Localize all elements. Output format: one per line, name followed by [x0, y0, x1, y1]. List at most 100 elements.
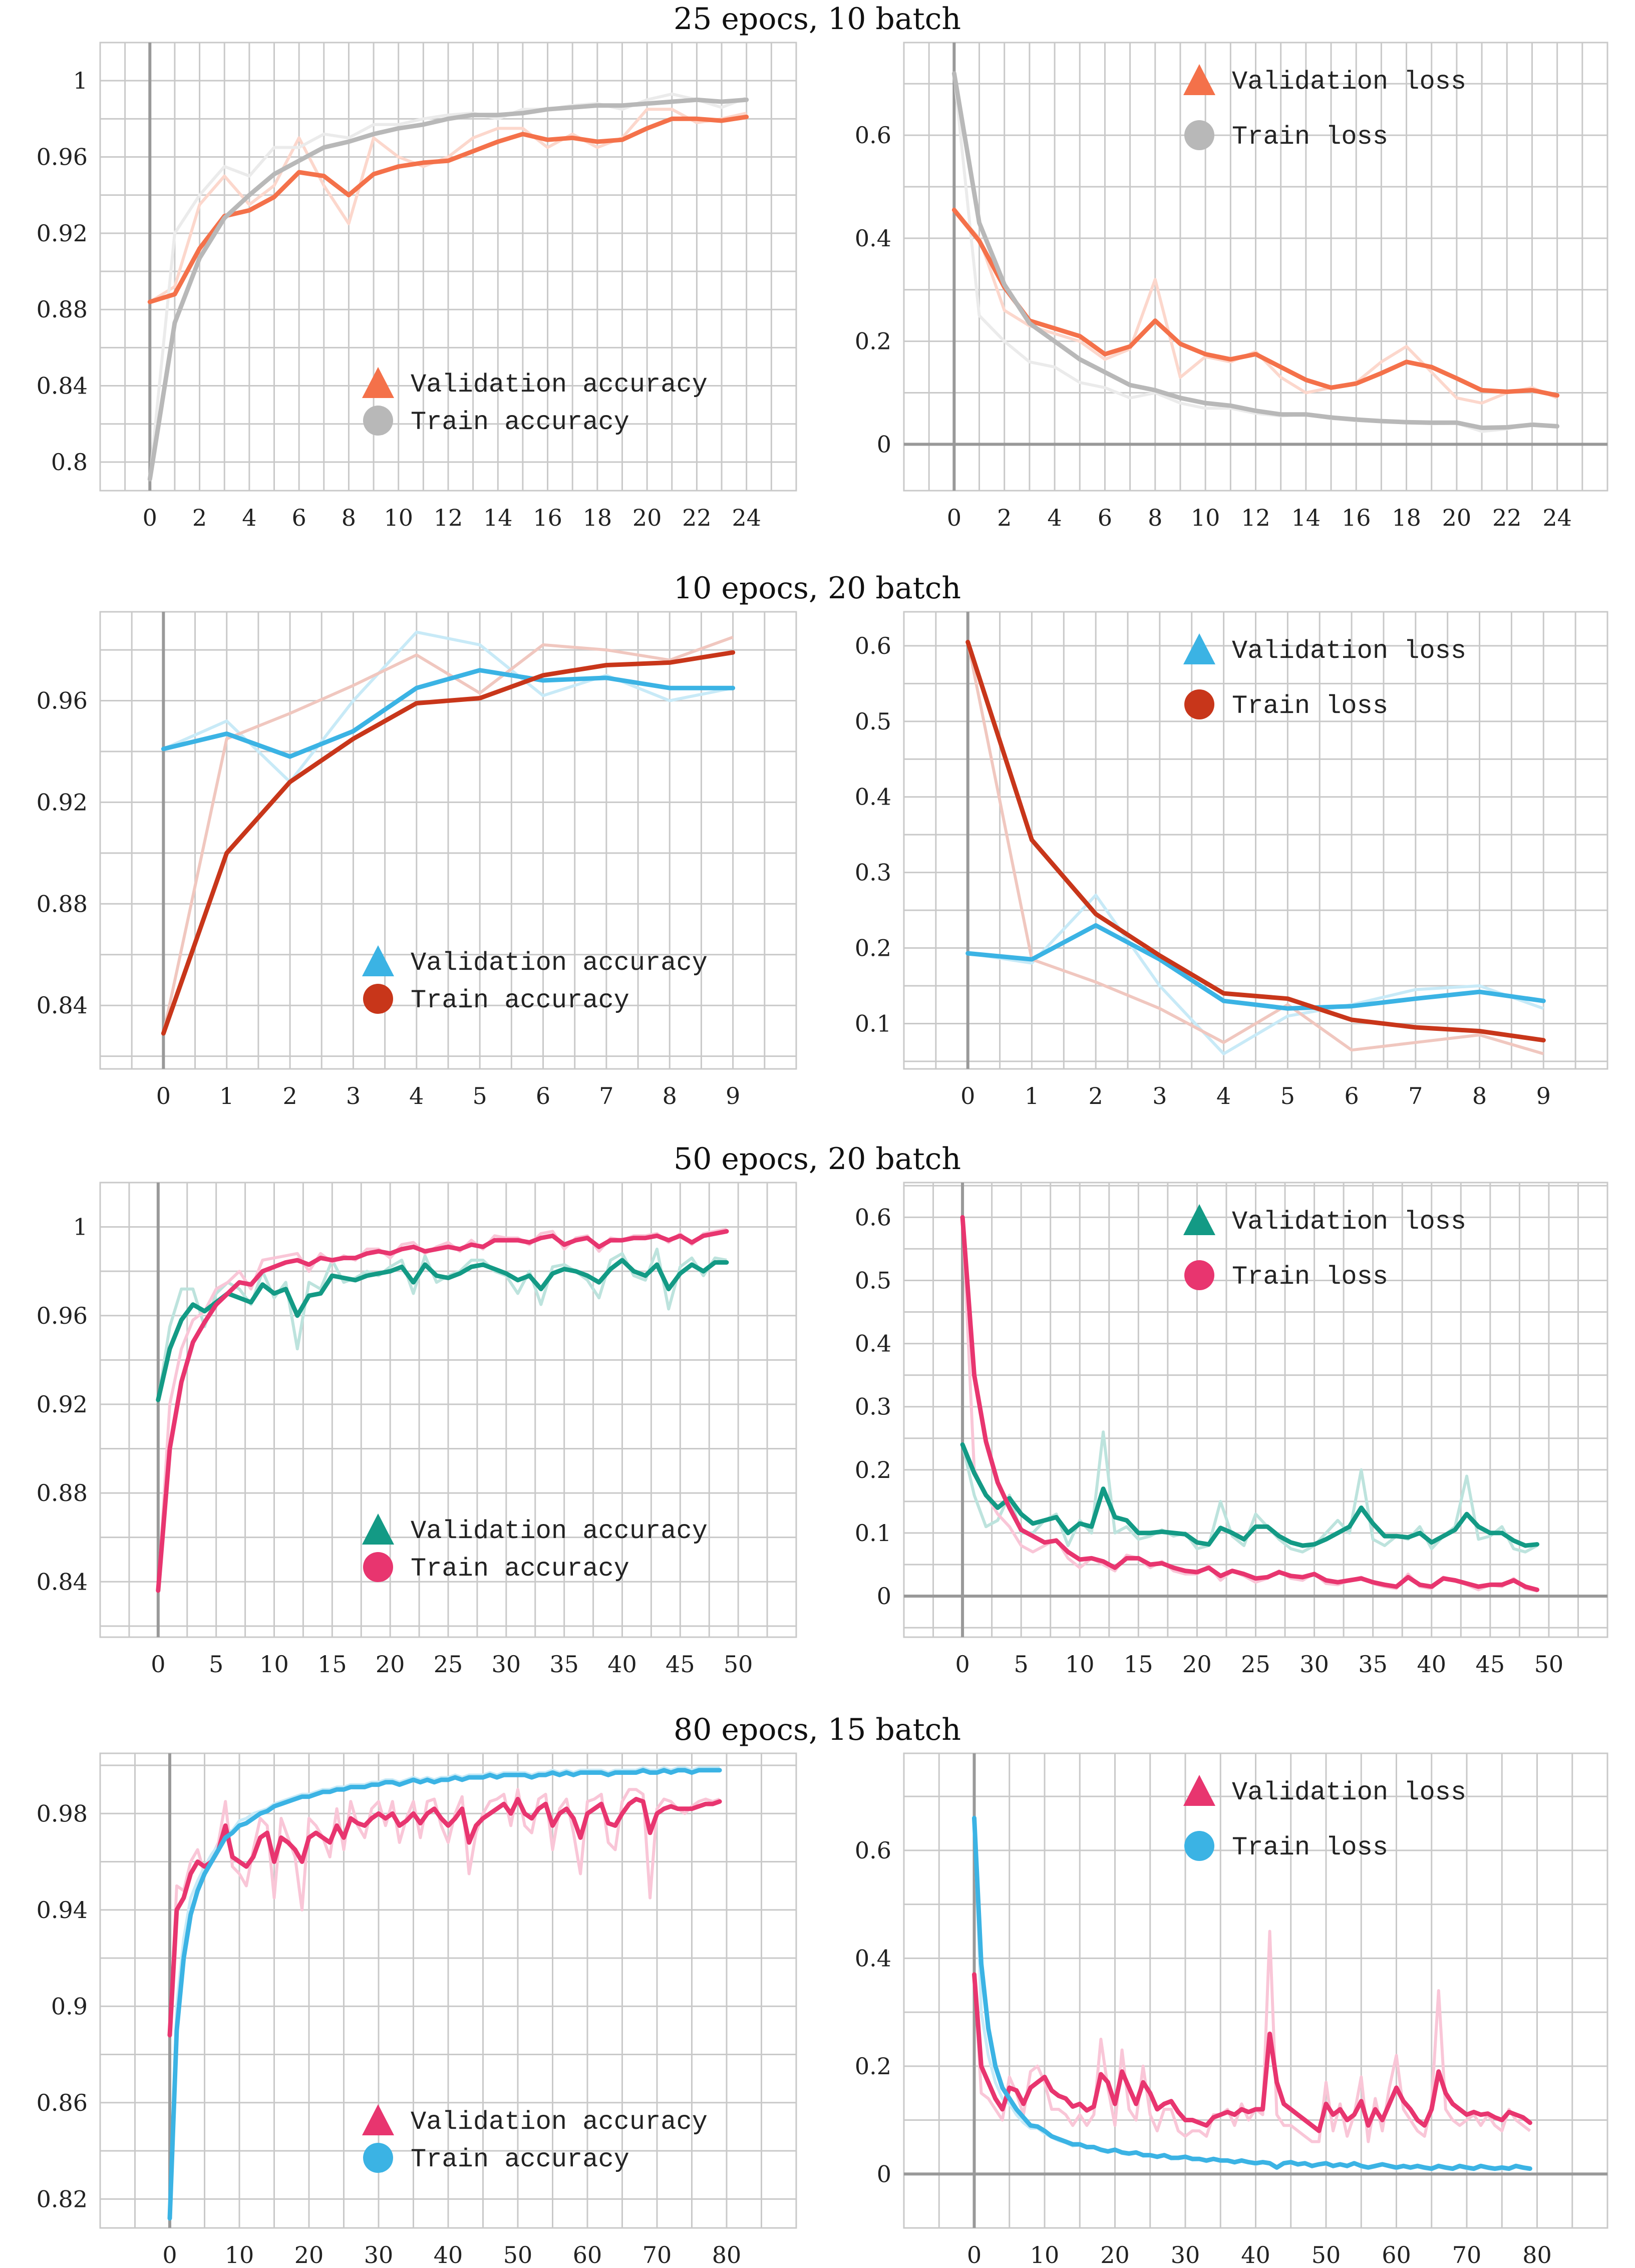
- x-tick-label: 3: [1152, 1082, 1167, 1109]
- x-tick-label: 20: [376, 1651, 405, 1678]
- x-tick-label: 30: [492, 1651, 521, 1678]
- x-tick-label: 0: [955, 1651, 969, 1678]
- chart-7: 0 10 20 30 40 50 60 70 80 0.82 0.86 0.9 0.94 0.98 Vali…: [37, 1752, 797, 2268]
- legend-marker-circle: [363, 406, 393, 436]
- x-tick-label: 50: [724, 1651, 753, 1678]
- series-line: [167, 1768, 722, 2221]
- y-tick-label: 0.84: [37, 992, 88, 1019]
- series-raw-line: [966, 641, 1544, 1055]
- x-tick-label: 50: [503, 2241, 533, 2268]
- x-tick-label: 30: [1171, 2241, 1200, 2268]
- y-tick-label: 0.4: [855, 784, 891, 811]
- series-raw-line: [168, 1788, 721, 2036]
- legend-label: Train loss: [1232, 1833, 1388, 1862]
- legend-label: Train loss: [1232, 122, 1388, 152]
- x-tick-label: 2: [192, 504, 207, 531]
- x-tick-label: 80: [712, 2241, 742, 2268]
- y-tick-label: 0.92: [37, 789, 88, 816]
- series-line: [161, 650, 736, 1036]
- chart-5: 0 5 10 15 20 25 30 35 40 45 50 0.84 0.88 0.92 0.96 1 Val…: [37, 1182, 797, 1678]
- series-line: [972, 1972, 1532, 2133]
- legend-marker-circle: [1184, 1831, 1214, 1861]
- legend-label: Validation loss: [1232, 1778, 1466, 1807]
- x-tick-label: 60: [573, 2241, 602, 2268]
- x-tick-label: 22: [682, 504, 712, 531]
- y-tick-label: 0.5: [855, 708, 891, 735]
- y-tick-label: 0.3: [855, 859, 891, 886]
- series-line: [965, 923, 1546, 1011]
- series-line: [951, 71, 1560, 430]
- x-tick-label: 4: [409, 1082, 424, 1109]
- x-tick-label: 20: [632, 504, 662, 531]
- series-raw-line: [162, 635, 734, 1034]
- x-tick-label: 25: [1241, 1651, 1270, 1678]
- series-line: [147, 115, 749, 304]
- x-tick-label: 70: [642, 2241, 672, 2268]
- x-tick-label: 40: [1241, 2241, 1270, 2268]
- series-raw-line: [148, 92, 747, 480]
- y-tick-label: 0.96: [37, 1302, 88, 1329]
- x-tick-label: 7: [1408, 1082, 1423, 1109]
- y-tick-label: 0.5: [855, 1267, 891, 1294]
- x-tick-label: 0: [156, 1082, 171, 1109]
- legend-marker-circle: [363, 2143, 393, 2173]
- chart-8: 0 10 20 30 40 50 60 70 80 0 0.2 0.4 0.6 Validation lo…: [855, 1752, 1608, 2268]
- y-tick-label: 0.88: [37, 890, 88, 917]
- y-tick-label: 0.92: [37, 220, 88, 247]
- y-tick-label: 1: [73, 1214, 88, 1241]
- legend-marker-triangle: [1183, 633, 1215, 664]
- x-tick-label: 16: [1342, 504, 1371, 531]
- series-line: [156, 1258, 729, 1402]
- x-tick-label: 2: [282, 1082, 297, 1109]
- legend-label: Validation accuracy: [411, 948, 708, 978]
- legend-marker-triangle: [362, 2104, 394, 2135]
- x-tick-label: 45: [1476, 1651, 1505, 1678]
- legend-label: Validation loss: [1232, 636, 1466, 666]
- x-tick-label: 4: [242, 504, 256, 531]
- x-tick-label: 15: [317, 1651, 347, 1678]
- y-tick-label: 0.4: [855, 1945, 891, 1972]
- x-tick-label: 0: [151, 1651, 165, 1678]
- y-tick-label: 0.4: [855, 225, 891, 252]
- y-tick-label: 0.84: [37, 372, 88, 400]
- series-line: [965, 639, 1546, 1043]
- x-tick-label: 14: [483, 504, 513, 531]
- chart-4: 0 1 2 3 4 5 6 7 8 9 0.1 0.2 0.3 0.4 0.5 0.6 Validation l…: [855, 611, 1608, 1109]
- legend-marker-circle: [363, 984, 393, 1014]
- chart-2: 0 2 4 6 8 10 12 14 16 18 20 22 2400.20.40.6Validatio…: [855, 42, 1608, 531]
- row-title-3: 50 epocs, 20 batch: [674, 1142, 961, 1177]
- x-tick-label: 30: [1299, 1651, 1329, 1678]
- x-tick-label: 8: [1472, 1082, 1487, 1109]
- y-tick-label: 1: [73, 67, 88, 94]
- y-tick-label: 0.92: [37, 1391, 88, 1418]
- y-tick-label: 0.6: [855, 122, 891, 149]
- series-raw-line: [168, 1766, 720, 2218]
- x-tick-label: 8: [663, 1082, 677, 1109]
- x-tick-label: 4: [1047, 504, 1062, 531]
- x-tick-label: 1: [1025, 1082, 1039, 1109]
- legend-marker-circle: [1184, 689, 1214, 719]
- x-tick-label: 6: [1098, 504, 1112, 531]
- series-line: [960, 1215, 1539, 1592]
- row-title-2: 10 epocs, 20 batch: [674, 571, 961, 606]
- series-line: [161, 668, 736, 759]
- legend-marker-triangle: [362, 945, 394, 976]
- x-tick-label: 70: [1452, 2241, 1482, 2268]
- x-tick-label: 20: [1442, 504, 1472, 531]
- x-tick-label: 5: [473, 1082, 487, 1109]
- legend-label: Validation loss: [1232, 1207, 1466, 1237]
- y-tick-label: 0.1: [855, 1010, 891, 1037]
- series-line: [960, 1442, 1539, 1548]
- x-tick-label: 2: [1089, 1082, 1103, 1109]
- x-tick-label: 10: [225, 2241, 254, 2268]
- series-line: [951, 207, 1560, 398]
- y-tick-label: 0.2: [855, 1456, 891, 1483]
- x-tick-label: 10: [1191, 504, 1220, 531]
- legend-marker-triangle: [362, 1514, 394, 1545]
- y-tick-label: 0.88: [37, 296, 88, 323]
- series-raw-line: [953, 209, 1558, 405]
- x-tick-label: 18: [583, 504, 612, 531]
- y-tick-label: 0: [877, 1583, 891, 1610]
- y-tick-label: 0.2: [855, 328, 891, 355]
